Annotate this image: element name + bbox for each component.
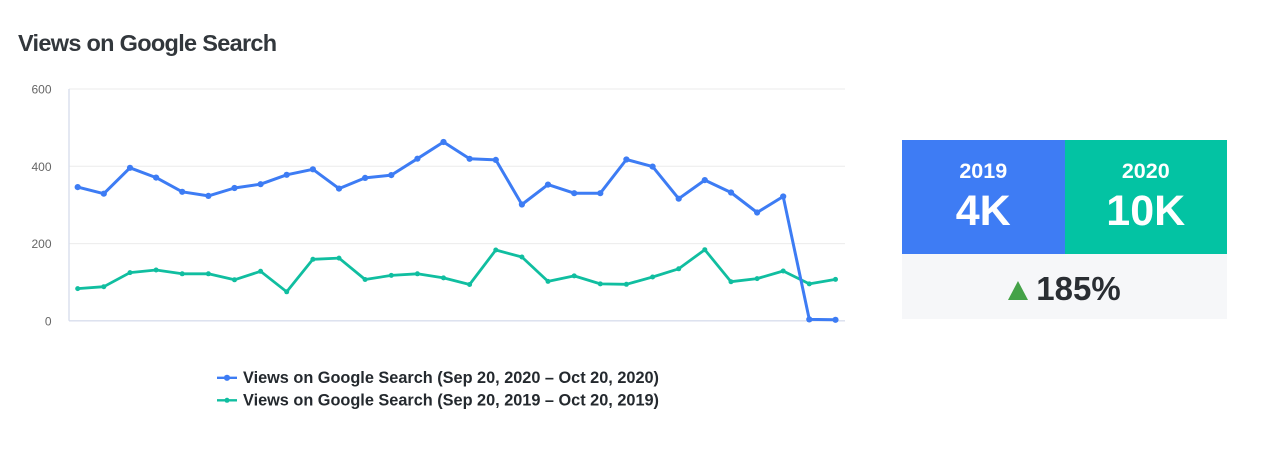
svg-text:Views on Google Search (Sep 20: Views on Google Search (Sep 20, 2020 – O…	[243, 369, 659, 387]
svg-text:0: 0	[45, 314, 52, 328]
svg-text:200: 200	[31, 237, 51, 251]
svg-text:600: 600	[31, 83, 51, 97]
svg-text:400: 400	[31, 160, 51, 174]
svg-text:Views on Google Search (Sep 20: Views on Google Search (Sep 20, 2019 – O…	[243, 392, 659, 410]
